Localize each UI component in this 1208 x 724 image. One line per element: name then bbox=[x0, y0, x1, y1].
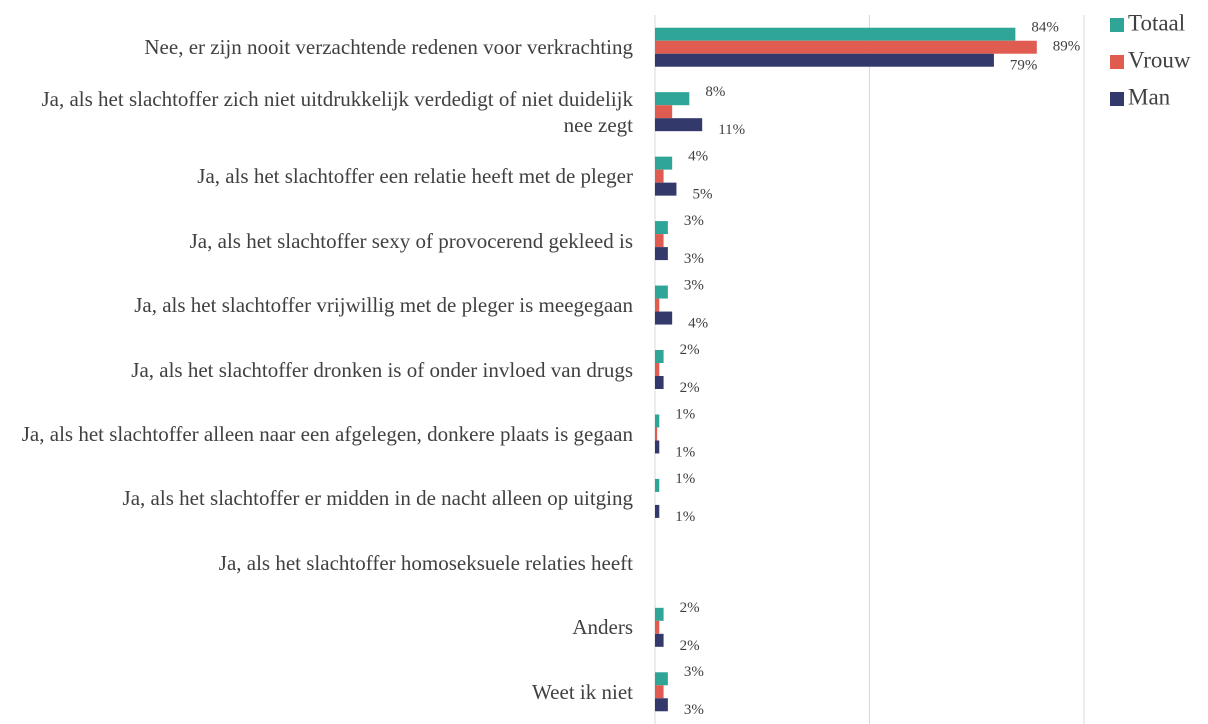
category-label: Weet ik niet bbox=[532, 679, 633, 704]
value-label: 89% bbox=[1053, 39, 1081, 55]
category-label: Ja, als het slachtoffer dronken is of on… bbox=[131, 357, 633, 382]
bar bbox=[655, 298, 660, 312]
value-label: 79% bbox=[1010, 58, 1037, 74]
bar bbox=[655, 504, 660, 518]
bar bbox=[655, 350, 664, 363]
category-label: Ja, als het slachtoffer zich niet uitdru… bbox=[41, 86, 633, 137]
category-label: Ja, als het slachtoffer vrijwillig met d… bbox=[134, 293, 633, 318]
bar bbox=[655, 247, 668, 261]
value-label: 2% bbox=[680, 600, 700, 616]
bar bbox=[655, 414, 660, 428]
bar bbox=[655, 27, 1016, 41]
value-label: 3% bbox=[684, 277, 704, 293]
value-label: 1% bbox=[675, 406, 695, 422]
legend-swatch bbox=[1110, 18, 1124, 32]
value-label: 1% bbox=[675, 444, 695, 460]
bar bbox=[655, 53, 994, 67]
value-label: 2% bbox=[680, 638, 700, 654]
legend-swatch bbox=[1110, 92, 1124, 106]
bar bbox=[655, 620, 660, 634]
bar bbox=[655, 698, 668, 712]
value-label: 3% bbox=[684, 251, 704, 267]
value-label: 3% bbox=[684, 213, 704, 229]
category-label: Ja, als het slachtoffer homoseksuele rel… bbox=[218, 550, 633, 575]
bar bbox=[655, 118, 703, 132]
category-label: Ja, als het slachtoffer alleen naar een … bbox=[21, 421, 633, 446]
legend-label: Vrouw bbox=[1128, 47, 1191, 72]
bar bbox=[655, 40, 1037, 54]
bar bbox=[655, 105, 673, 119]
category-label: Anders bbox=[572, 615, 633, 640]
value-label: 1% bbox=[675, 509, 695, 525]
value-label: 84% bbox=[1031, 20, 1059, 36]
legend-swatch bbox=[1110, 55, 1124, 69]
bar bbox=[655, 221, 668, 235]
category-label: Ja, als het slachtoffer sexy of provocer… bbox=[189, 228, 633, 253]
bar bbox=[655, 633, 664, 647]
value-label: 1% bbox=[675, 471, 695, 487]
bar bbox=[655, 311, 673, 325]
value-label: 3% bbox=[684, 664, 704, 680]
bar bbox=[655, 685, 664, 699]
value-label: 2% bbox=[680, 342, 700, 358]
value-label: 8% bbox=[705, 84, 725, 100]
bar bbox=[655, 376, 664, 389]
bar bbox=[655, 92, 690, 106]
bar bbox=[655, 478, 660, 492]
value-label: 11% bbox=[718, 122, 745, 138]
bar bbox=[655, 156, 673, 170]
legend-label: Man bbox=[1128, 84, 1171, 109]
category-label: Ja, als het slachtoffer er midden in de … bbox=[122, 486, 633, 511]
category-label: Nee, er zijn nooit verzachtende redenen … bbox=[144, 35, 633, 60]
value-label: 4% bbox=[688, 149, 708, 165]
value-label: 3% bbox=[684, 702, 704, 718]
bar bbox=[655, 607, 664, 621]
bar bbox=[655, 427, 658, 441]
bar bbox=[655, 182, 677, 196]
bar bbox=[655, 234, 664, 248]
category-label: Ja, als het slachtoffer een relatie heef… bbox=[197, 164, 633, 189]
value-label: 4% bbox=[688, 315, 708, 331]
value-label: 5% bbox=[692, 187, 712, 203]
value-label: 2% bbox=[680, 380, 700, 396]
bar bbox=[655, 672, 668, 686]
bar bbox=[655, 169, 664, 183]
bar bbox=[655, 363, 660, 376]
bar bbox=[655, 285, 668, 299]
legend-label: Totaal bbox=[1128, 10, 1185, 35]
bar bbox=[655, 440, 660, 454]
